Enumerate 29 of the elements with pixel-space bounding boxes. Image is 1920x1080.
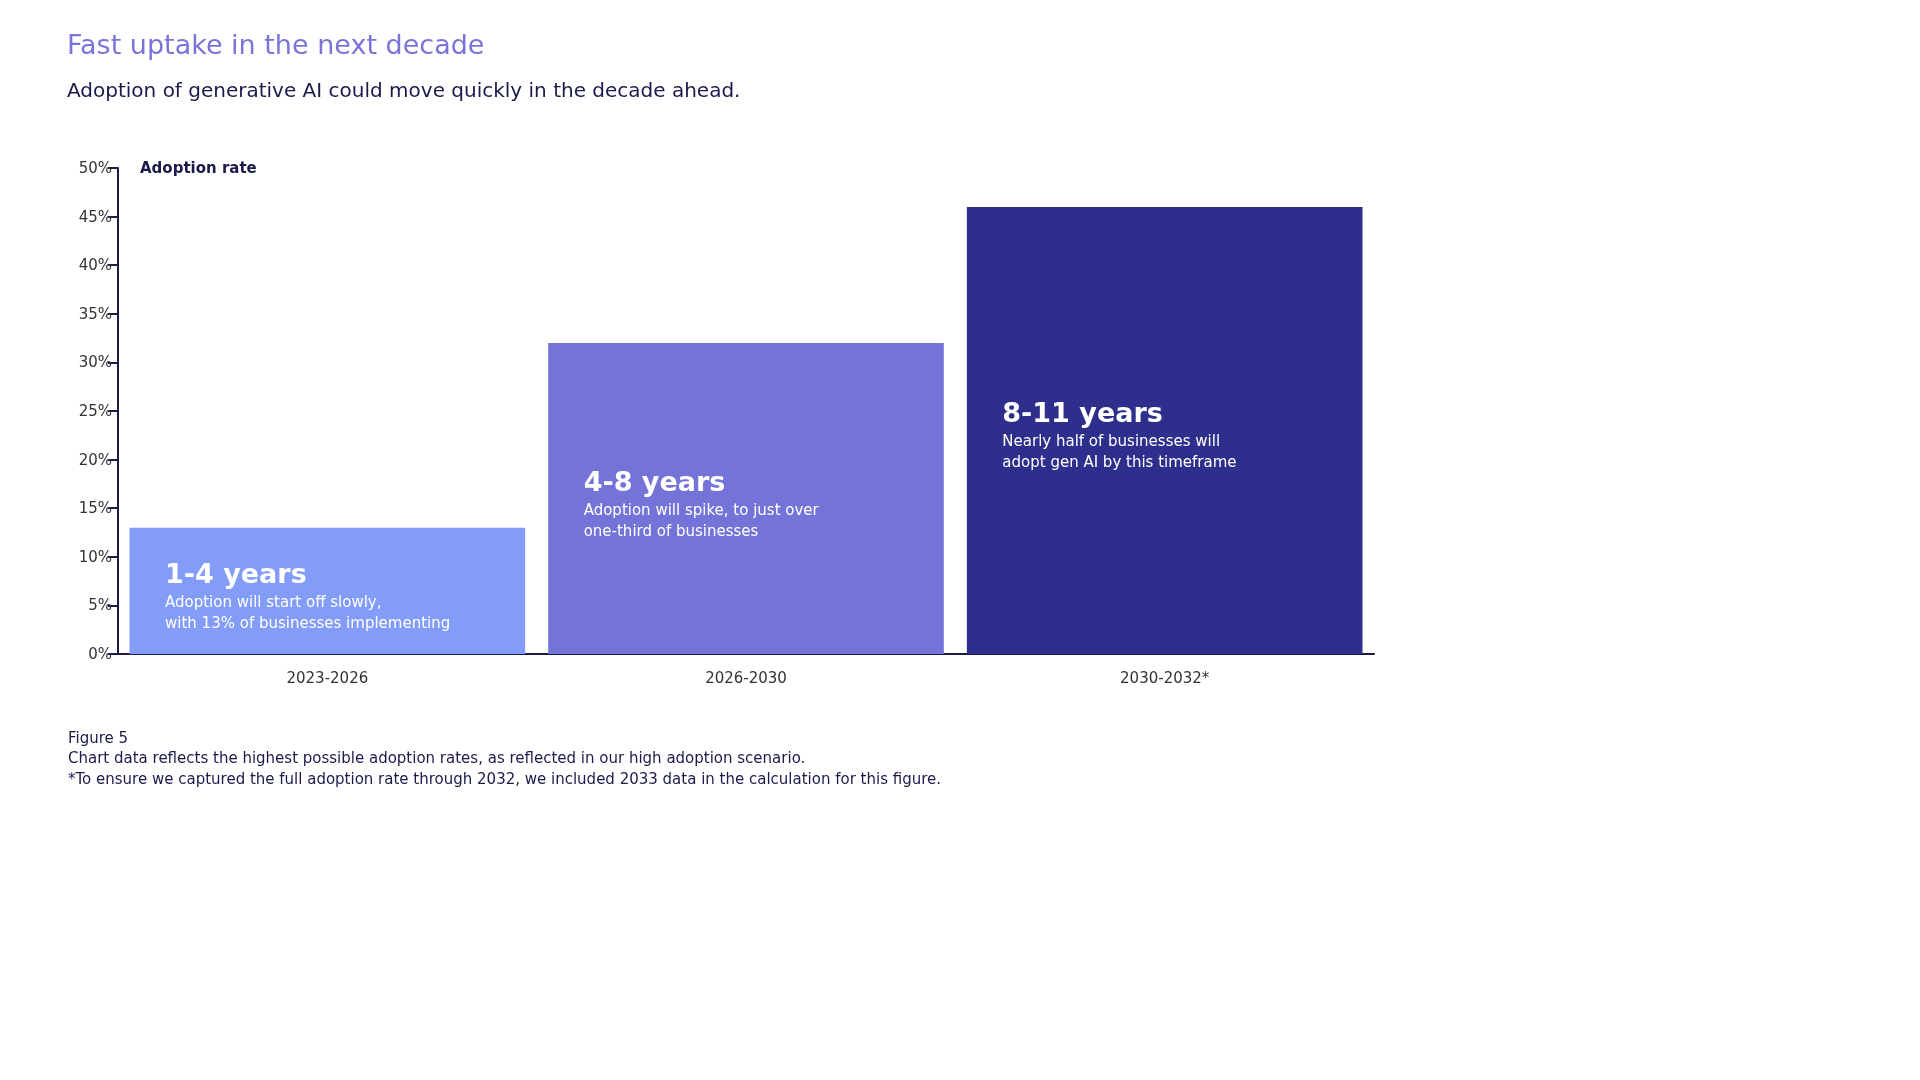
x-tick-label: 2026-2030 (705, 668, 787, 687)
annotation: Adoption will start off slowly, with 13% of businesses implementing (165, 593, 451, 633)
y-tick-label: 10% (78, 547, 112, 566)
x-tick-label: 2023-2026 (286, 668, 369, 687)
y-tick-label: 40% (78, 256, 112, 275)
annotation: Adoption will spike, to just over one-third of businesses (583, 500, 820, 540)
annotation: Nearly half of businesses will adopt gen AI by this timeframe (1002, 431, 1237, 471)
y-tick-label: 5% (88, 596, 112, 615)
x-tick-label: 2030-2032* (1120, 668, 1210, 687)
text: Chart data reflects the highest possible adoption rates, as reflected in our high adoption scenario. (68, 749, 806, 767)
caption: Figure 5 (68, 728, 129, 747)
annotation: 8-11 years (1002, 396, 1163, 428)
bar (966, 206, 1363, 654)
y-tick-label: 0% (88, 645, 112, 663)
y-tick-label: 15% (78, 499, 112, 518)
y-tick-label: 25% (78, 402, 112, 420)
bar (548, 342, 944, 654)
y-tick-label: 30% (78, 353, 112, 372)
bar (129, 527, 526, 654)
text: *To ensure we captured the full adoption rate through 2032, we included 2033 data in the calculation for this figure. (68, 769, 942, 788)
annotation: 4-8 years (583, 465, 726, 497)
y-tick-label: 20% (78, 450, 112, 469)
y-tick-label: 50% (78, 159, 112, 177)
chart-title: Fast uptake in the next decade (67, 29, 485, 60)
annotation: 1-4 years (165, 558, 307, 590)
y-tick-label: 45% (78, 207, 112, 226)
y-tick-label: 35% (78, 304, 112, 323)
y-axis-title: Adoption rate (140, 159, 257, 177)
chart-subtitle: Adoption of generative AI could move quickly in the decade ahead. (67, 78, 741, 102)
